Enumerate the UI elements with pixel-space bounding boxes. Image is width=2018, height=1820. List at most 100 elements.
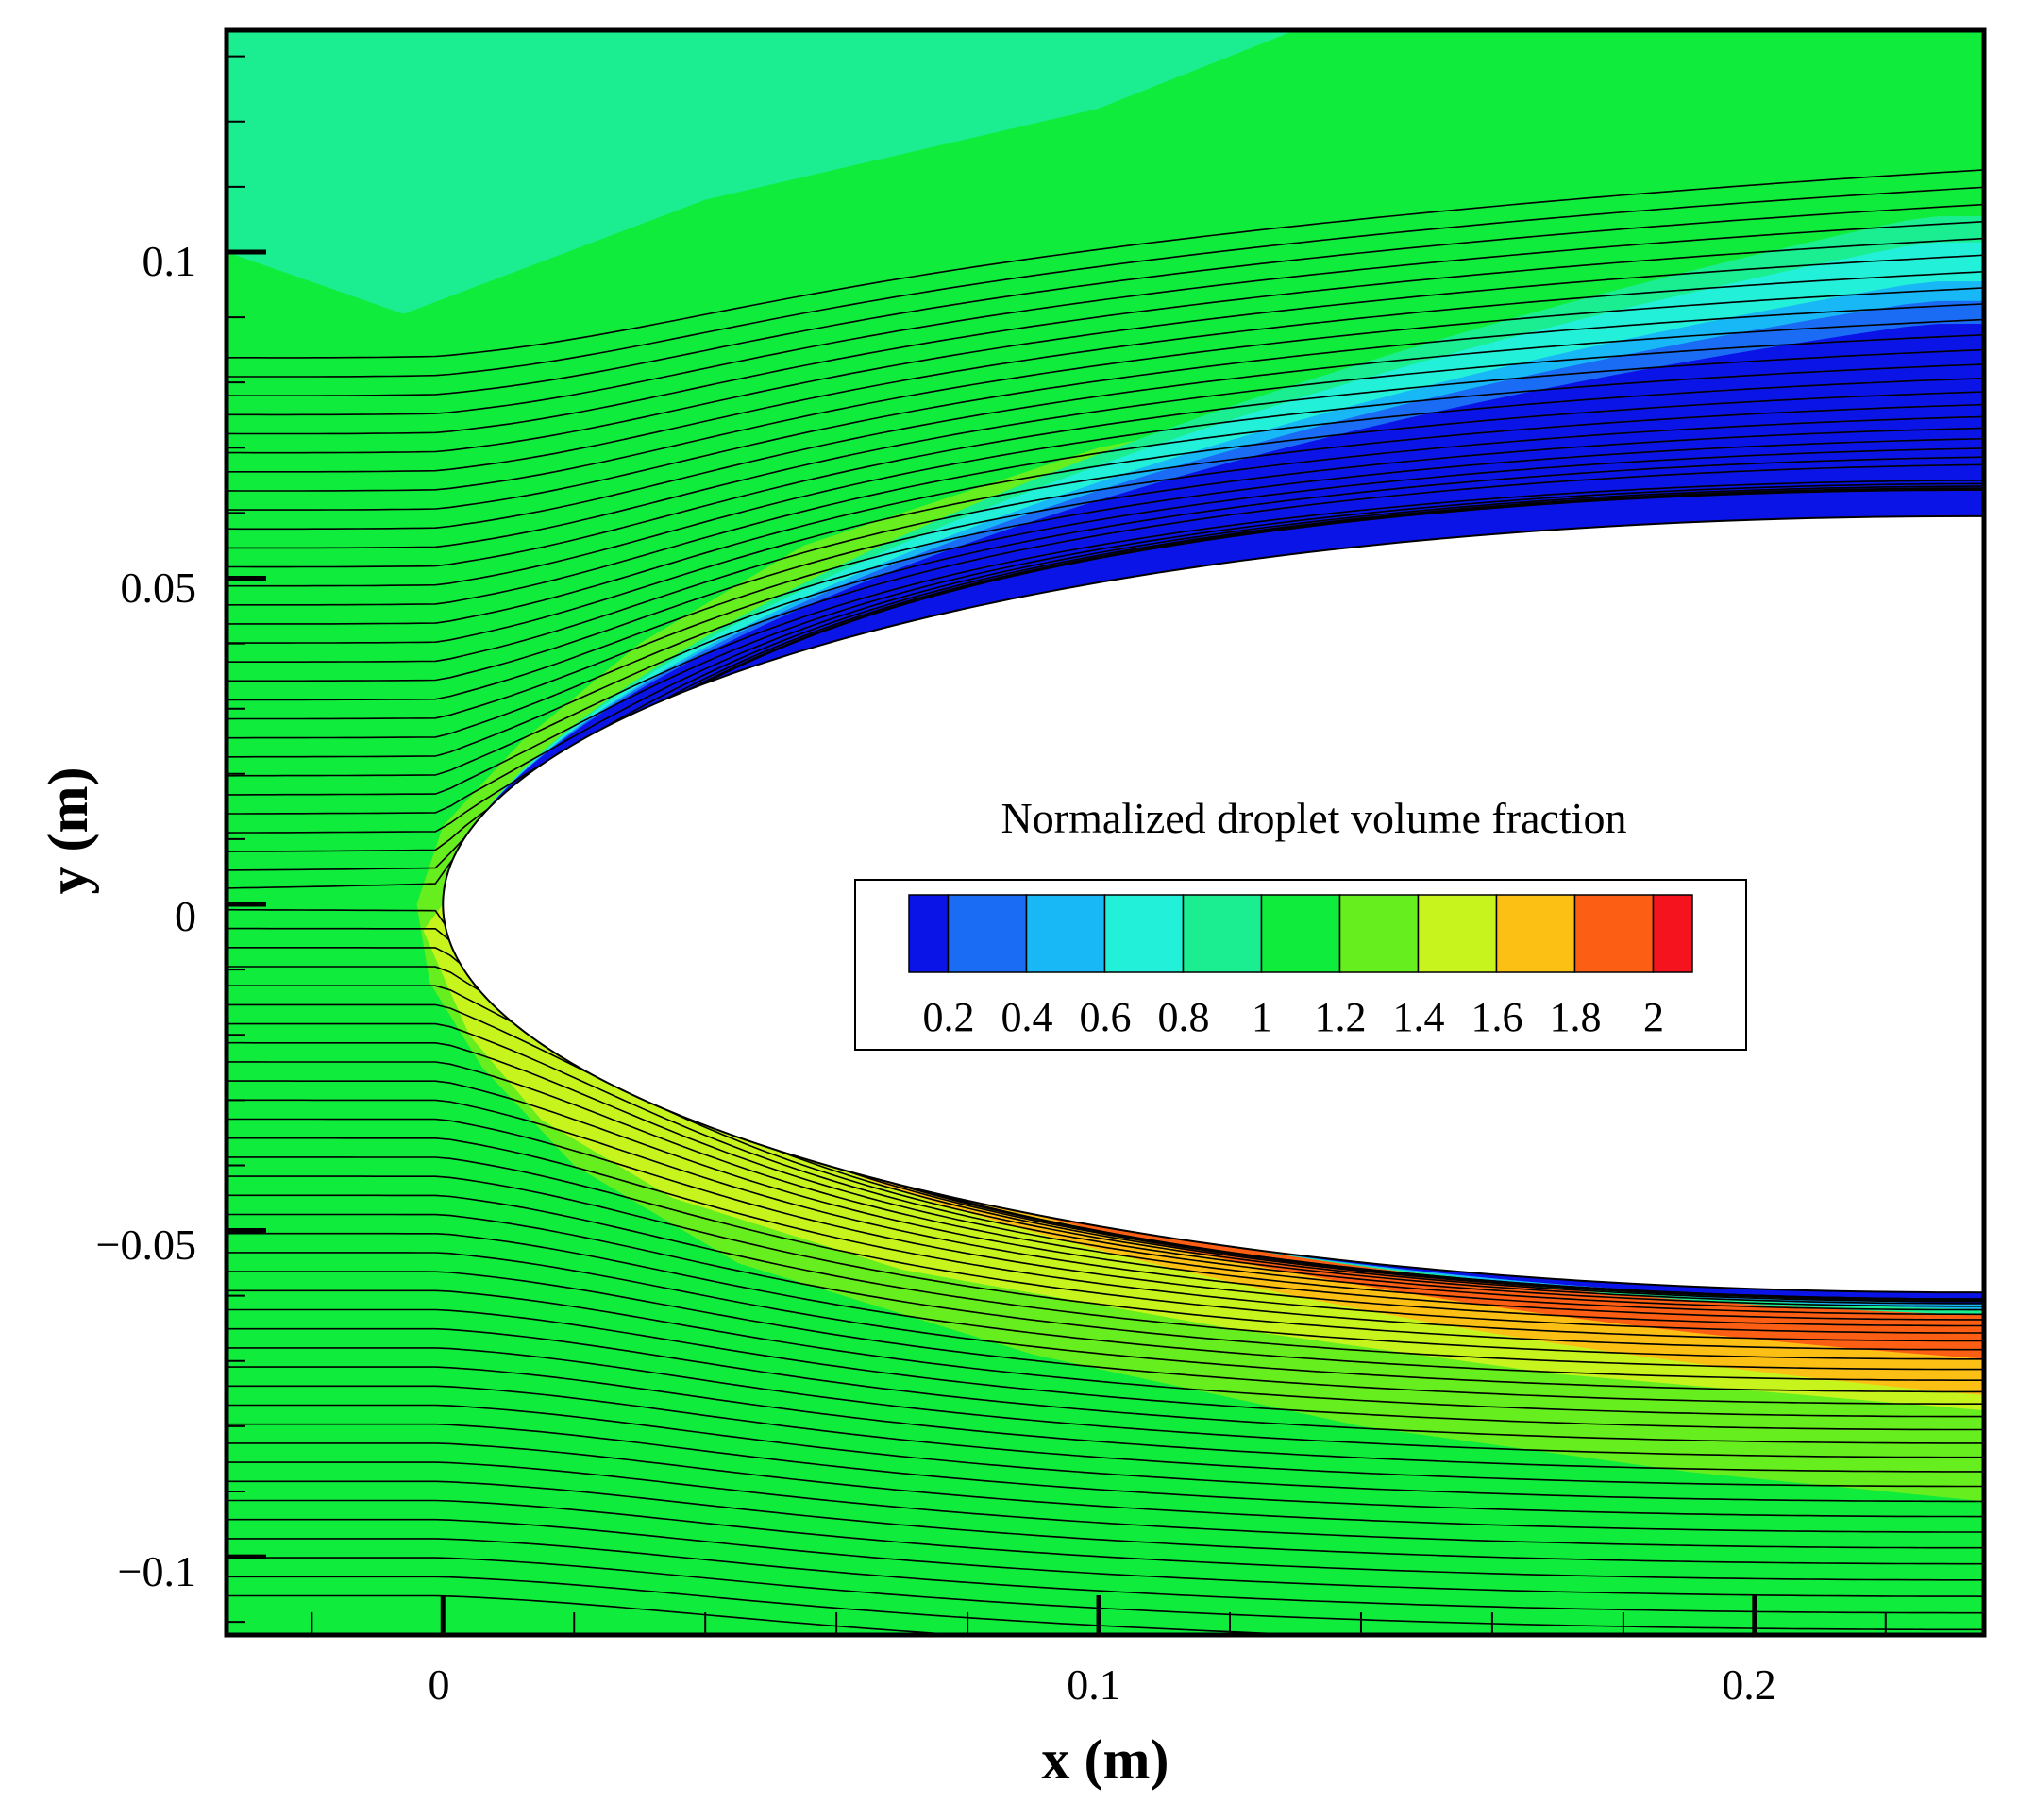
streamline: [227, 318, 1984, 531]
y-tick-label: 0.1: [143, 237, 197, 285]
streamline: [227, 463, 1984, 758]
region-freestream-upper: [227, 30, 1296, 314]
region-upper-shadow: [484, 323, 1984, 813]
streamline: [227, 1518, 1984, 1597]
legend-swatch: [908, 894, 950, 973]
x-axis-label: x (m): [1042, 1728, 1169, 1791]
y-tick-label: 0.05: [121, 564, 197, 612]
plot-frame: [224, 27, 1987, 1638]
streamline: [227, 487, 1984, 834]
plot-area: [227, 30, 1984, 1635]
streamline: [227, 220, 1984, 416]
legend-label: 1.4: [1393, 994, 1445, 1040]
streamline: [227, 1137, 1984, 1334]
streamline: [227, 1232, 1984, 1381]
streamline: [227, 1557, 1984, 1631]
streamline: [227, 1156, 1984, 1342]
streamline: [227, 485, 1984, 815]
legend-swatch: [1652, 894, 1693, 973]
streamline: [227, 1289, 1984, 1418]
streamline: [227, 1538, 1984, 1614]
streamline: [227, 1080, 1984, 1316]
x-axis-ticks: [311, 1595, 1887, 1635]
streamline: [227, 480, 1984, 777]
streamline: [227, 1213, 1984, 1371]
legend-swatch: [1338, 894, 1420, 973]
streamline: [227, 169, 1984, 359]
streamline: [227, 1461, 1984, 1549]
streamline: [227, 1271, 1984, 1405]
legend-labels: 0.2 0.4 0.6 0.8 1 1.2 1.4 1.6 1.8 2: [923, 994, 1665, 1040]
legend-swatch: [1182, 894, 1263, 973]
streamline: [227, 303, 1984, 511]
streamline: [227, 1175, 1984, 1351]
legend-label: 1.2: [1315, 994, 1367, 1040]
streamline: [227, 1003, 1984, 1303]
legend-swatch: [1417, 894, 1498, 973]
legend-swatch: [1495, 894, 1576, 973]
streamline: [227, 186, 1984, 378]
streamline: [227, 1366, 1984, 1473]
streamline: [227, 1099, 1984, 1321]
streamline: [227, 270, 1984, 473]
streamline: [227, 403, 1984, 644]
streamline: [227, 203, 1984, 396]
streamline: [227, 363, 1984, 587]
streamline: [227, 1404, 1984, 1503]
legend-label: 0.4: [1001, 994, 1053, 1040]
legend-label: 1.6: [1471, 994, 1523, 1040]
legend-swatch: [1025, 894, 1106, 973]
streamline: [227, 1499, 1984, 1581]
streamline: [227, 456, 1984, 739]
streamline: [227, 254, 1984, 454]
legend-label: 0.2: [923, 994, 975, 1040]
legend-colorbar: [908, 894, 1693, 973]
streamline: [227, 1308, 1984, 1431]
streamline: [227, 1022, 1984, 1305]
streamline: [227, 1327, 1984, 1444]
legend-swatch: [1103, 894, 1185, 973]
streamline: [227, 1594, 971, 1635]
x-tick-label: 0: [429, 1660, 450, 1709]
legend-label: 1.8: [1550, 994, 1602, 1040]
streamline: [227, 1442, 1984, 1533]
streamline: [227, 415, 1984, 663]
y-axis-label: y (m): [37, 767, 99, 895]
streamline: [227, 1061, 1984, 1311]
legend-label: 0.6: [1080, 994, 1132, 1040]
streamlines: [227, 169, 1984, 1635]
streamline: [227, 1576, 1331, 1635]
x-axis-tick-labels: 0 0.1 0.2: [429, 1660, 1776, 1709]
y-axis-ticks: [227, 55, 266, 1624]
y-tick-label: −0.05: [96, 1221, 196, 1269]
y-tick-label: 0: [175, 892, 196, 940]
legend: Normalized droplet volume fraction 0.2 0…: [854, 794, 1747, 1051]
legend-label: 2: [1643, 994, 1664, 1040]
streamline: [227, 377, 1984, 606]
streamline: [227, 427, 1984, 682]
streamline: [227, 482, 1984, 796]
y-tick-label: −0.1: [118, 1547, 196, 1595]
streamline: [227, 1194, 1984, 1360]
streamline: [227, 1118, 1984, 1327]
streamline: [227, 447, 1984, 720]
legend-swatch: [947, 894, 1028, 973]
streamline: [227, 348, 1984, 568]
x-tick-label: 0.2: [1722, 1660, 1776, 1709]
x-tick-label: 0.1: [1067, 1660, 1121, 1709]
streamline: [227, 1423, 1984, 1518]
streamline: [227, 237, 1984, 435]
streamline: [227, 1385, 1984, 1488]
legend-title: Normalized droplet volume fraction: [1001, 794, 1627, 842]
streamline: [227, 437, 1984, 701]
streamline: [227, 1347, 1984, 1458]
legend-label: 1: [1252, 994, 1272, 1040]
streamline: [227, 1480, 1984, 1565]
streamline: [227, 287, 1984, 492]
streamline: [227, 391, 1984, 625]
legend-swatch: [1573, 894, 1655, 973]
streamline: [227, 1252, 1984, 1393]
legend-label: 0.8: [1158, 994, 1210, 1040]
y-axis-tick-labels: −0.1 −0.05 0 0.05 0.1: [96, 237, 196, 1595]
